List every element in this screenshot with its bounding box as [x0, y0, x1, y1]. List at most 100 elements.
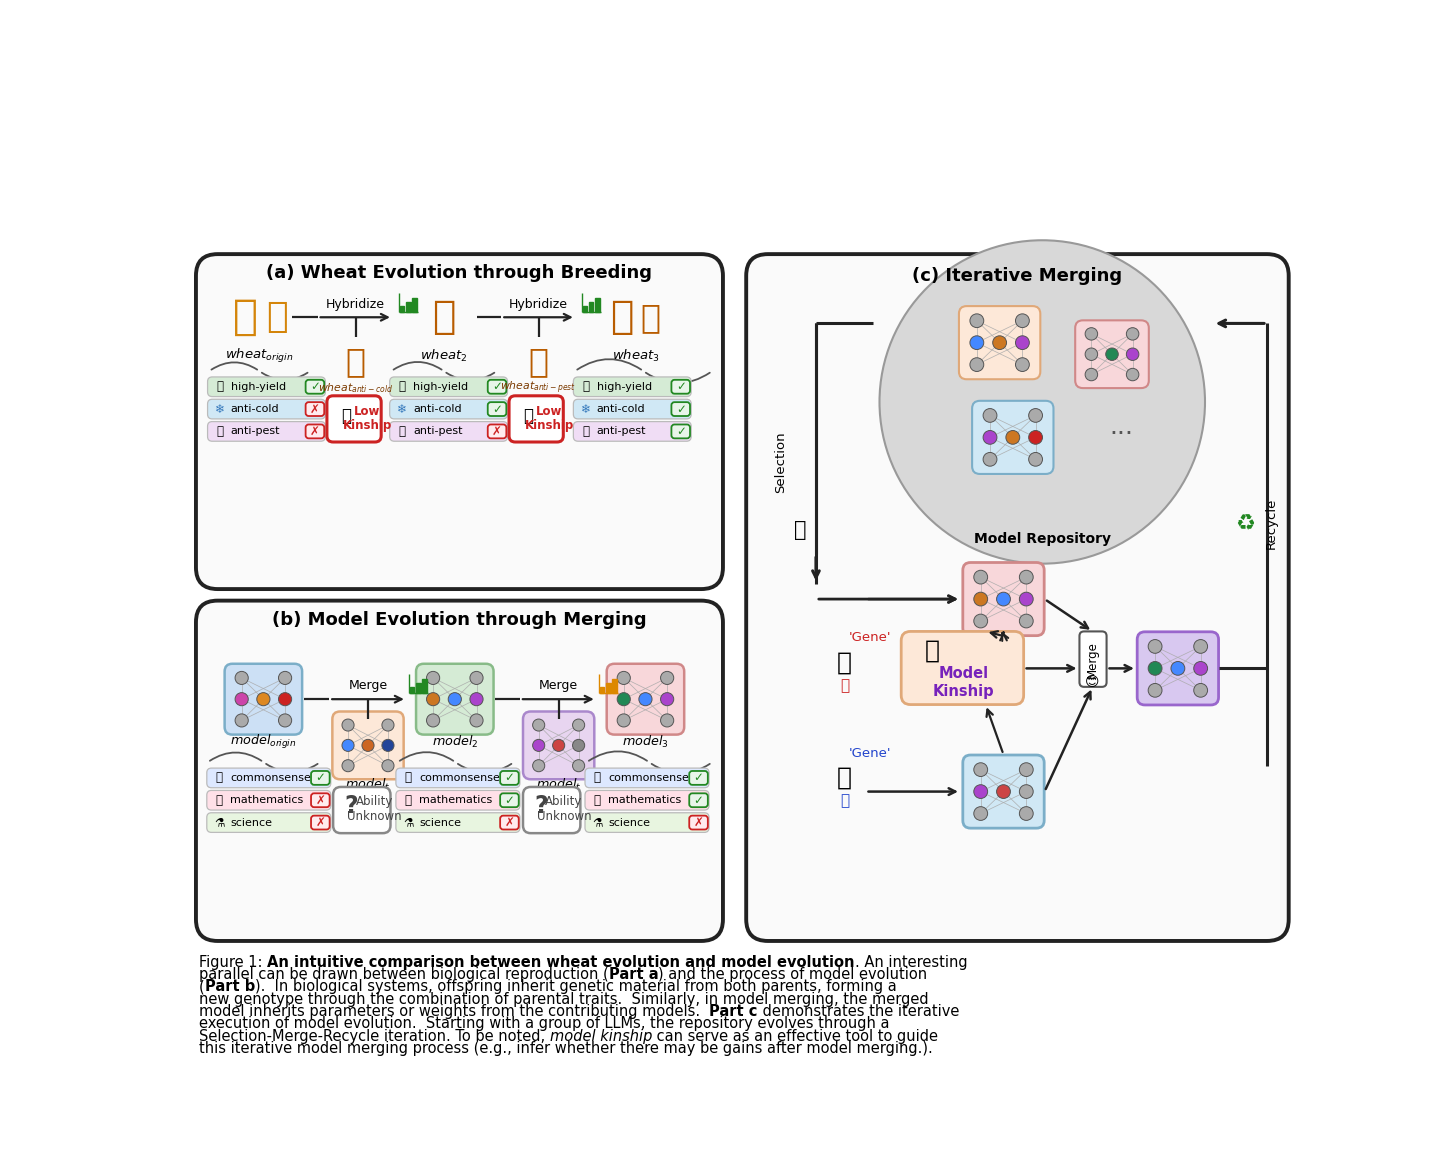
FancyBboxPatch shape	[671, 424, 690, 438]
Text: mathematics: mathematics	[230, 795, 303, 805]
Circle shape	[381, 719, 395, 731]
Circle shape	[1085, 368, 1098, 381]
Text: $model_2$: $model_2$	[431, 735, 478, 750]
Text: Selection: Selection	[773, 431, 786, 493]
Circle shape	[533, 759, 545, 772]
Circle shape	[661, 693, 674, 705]
Text: ❄: ❄	[215, 403, 224, 416]
FancyBboxPatch shape	[488, 402, 507, 416]
FancyBboxPatch shape	[208, 399, 325, 419]
Text: ✓: ✓	[504, 771, 514, 785]
Circle shape	[572, 719, 585, 731]
Circle shape	[1019, 785, 1034, 799]
Text: $wheat_3$: $wheat_3$	[612, 348, 660, 363]
Bar	[600, 687, 604, 693]
Text: $model_{origin}$: $model_{origin}$	[230, 734, 297, 751]
FancyBboxPatch shape	[574, 399, 692, 419]
Text: ...: ...	[1109, 416, 1133, 439]
Circle shape	[983, 452, 997, 466]
Circle shape	[996, 785, 1010, 799]
Text: ❄: ❄	[581, 403, 591, 416]
FancyBboxPatch shape	[689, 815, 708, 829]
Circle shape	[617, 693, 630, 705]
Text: ❄: ❄	[397, 403, 408, 416]
Circle shape	[1015, 335, 1029, 349]
Circle shape	[974, 614, 987, 628]
Text: (a) Wheat Evolution through Breeding: (a) Wheat Evolution through Breeding	[266, 264, 652, 283]
FancyBboxPatch shape	[488, 380, 507, 394]
FancyBboxPatch shape	[207, 813, 331, 833]
Text: ).  In biological systems, offspring inherit genetic material from both parents,: ). In biological systems, offspring inhe…	[255, 980, 897, 994]
FancyBboxPatch shape	[207, 769, 331, 787]
FancyBboxPatch shape	[197, 255, 724, 589]
Circle shape	[1019, 807, 1034, 820]
Text: ✗: ✗	[310, 403, 320, 416]
FancyBboxPatch shape	[689, 793, 708, 807]
Text: ) and the process of model evolution: ) and the process of model evolution	[658, 967, 927, 982]
FancyBboxPatch shape	[689, 771, 708, 785]
Circle shape	[1127, 348, 1139, 361]
Text: ✗: ✗	[316, 794, 325, 807]
Circle shape	[1085, 348, 1098, 361]
Circle shape	[983, 409, 997, 423]
Circle shape	[1085, 328, 1098, 340]
Text: 🌾: 🌾	[233, 297, 258, 339]
FancyBboxPatch shape	[585, 813, 709, 833]
Text: 🌾: 🌾	[529, 346, 549, 378]
Text: ✗: ✗	[492, 425, 502, 438]
Text: 😊: 😊	[1085, 675, 1099, 689]
Circle shape	[363, 739, 374, 751]
Circle shape	[470, 714, 483, 726]
FancyBboxPatch shape	[607, 663, 684, 735]
Bar	[412, 298, 416, 312]
FancyBboxPatch shape	[585, 769, 709, 787]
Text: ✓: ✓	[492, 381, 502, 394]
Text: 💬: 💬	[405, 771, 412, 785]
Text: ✓: ✓	[676, 381, 686, 394]
Circle shape	[974, 807, 987, 820]
Text: Model: Model	[938, 666, 989, 681]
Text: Kinship: Kinship	[342, 419, 392, 432]
Text: Figure 1:: Figure 1:	[199, 954, 266, 969]
Text: 'Gene': 'Gene'	[849, 631, 891, 644]
Bar	[612, 679, 617, 693]
Circle shape	[278, 714, 291, 726]
FancyBboxPatch shape	[333, 787, 390, 833]
Text: Kinship: Kinship	[524, 419, 574, 432]
FancyBboxPatch shape	[960, 306, 1041, 380]
Text: 🌾: 🌾	[610, 298, 633, 336]
FancyBboxPatch shape	[312, 793, 329, 807]
Circle shape	[974, 592, 987, 606]
Text: anti-cold: anti-cold	[232, 404, 280, 415]
FancyBboxPatch shape	[390, 399, 508, 419]
Text: ✗: ✗	[504, 816, 514, 829]
Circle shape	[1015, 357, 1029, 371]
Text: 🧬: 🧬	[523, 406, 533, 425]
Text: high-yield: high-yield	[232, 382, 285, 391]
Text: 🧠: 🧠	[925, 639, 939, 662]
FancyBboxPatch shape	[574, 422, 692, 442]
FancyBboxPatch shape	[208, 422, 325, 442]
Text: 🐛: 🐛	[217, 425, 223, 438]
Text: 🧬: 🧬	[840, 677, 849, 693]
FancyBboxPatch shape	[197, 600, 724, 941]
Circle shape	[661, 672, 674, 684]
Text: ⚗: ⚗	[593, 816, 603, 829]
Text: 🐛: 🐛	[399, 425, 406, 438]
Text: Recycle: Recycle	[1264, 498, 1277, 549]
FancyBboxPatch shape	[224, 663, 303, 735]
Circle shape	[970, 314, 984, 327]
FancyBboxPatch shape	[973, 401, 1054, 474]
FancyBboxPatch shape	[585, 791, 709, 811]
Text: ✓: ✓	[492, 403, 502, 416]
Bar	[422, 679, 427, 693]
FancyBboxPatch shape	[328, 396, 381, 442]
FancyBboxPatch shape	[396, 769, 520, 787]
Circle shape	[1127, 368, 1139, 381]
Bar	[606, 683, 610, 693]
Text: Selection-Merge-Recycle iteration. To be noted,: Selection-Merge-Recycle iteration. To be…	[199, 1029, 550, 1044]
Text: ✓: ✓	[693, 771, 703, 785]
FancyBboxPatch shape	[962, 563, 1044, 635]
Text: ✗: ✗	[316, 816, 325, 829]
Text: Kinship: Kinship	[932, 684, 994, 698]
